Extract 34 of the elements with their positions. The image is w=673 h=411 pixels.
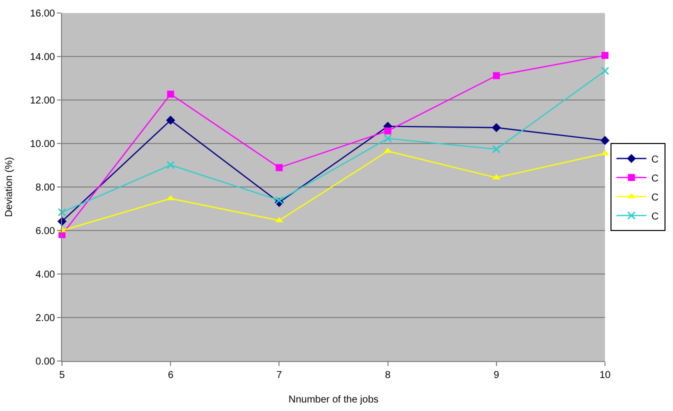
legend-label: C <box>651 154 659 166</box>
y-tick-label: 2.00 <box>36 313 56 324</box>
x-tick-label: 8 <box>385 370 392 381</box>
y-tick-label: 4.00 <box>36 270 56 280</box>
x-tick-label: 9 <box>494 370 500 381</box>
legend-label: C <box>651 211 659 222</box>
point <box>600 66 610 76</box>
y-tick-label: 12.00 <box>30 96 56 106</box>
y-tick-label: 10.00 <box>30 139 56 150</box>
x-tick-label: 5 <box>59 370 66 381</box>
x-tick-label: 10 <box>599 370 611 381</box>
point <box>384 134 392 143</box>
y-tick-label: 6.00 <box>36 226 56 237</box>
x-tick-label: 7 <box>276 370 282 381</box>
x-axis-title: Nnumber of the jobs <box>288 394 379 406</box>
legend-label: C <box>651 173 659 184</box>
x-tick-label: 6 <box>168 370 174 381</box>
point <box>492 123 501 132</box>
y-axis-title: Deviation (%) <box>4 156 15 218</box>
point <box>58 208 66 216</box>
point <box>492 72 500 80</box>
point <box>492 144 501 154</box>
point <box>167 90 174 98</box>
y-tick-label: 14.00 <box>30 52 56 63</box>
point <box>384 127 392 134</box>
legend-label: C <box>651 192 659 204</box>
y-tick-label: 16.00 <box>30 8 56 20</box>
point <box>600 136 610 145</box>
y-tick-label: 8.00 <box>36 182 56 194</box>
point <box>276 164 283 172</box>
point <box>166 160 175 170</box>
y-tick-label: 0.00 <box>36 356 56 368</box>
point <box>602 52 608 59</box>
point <box>166 116 176 125</box>
